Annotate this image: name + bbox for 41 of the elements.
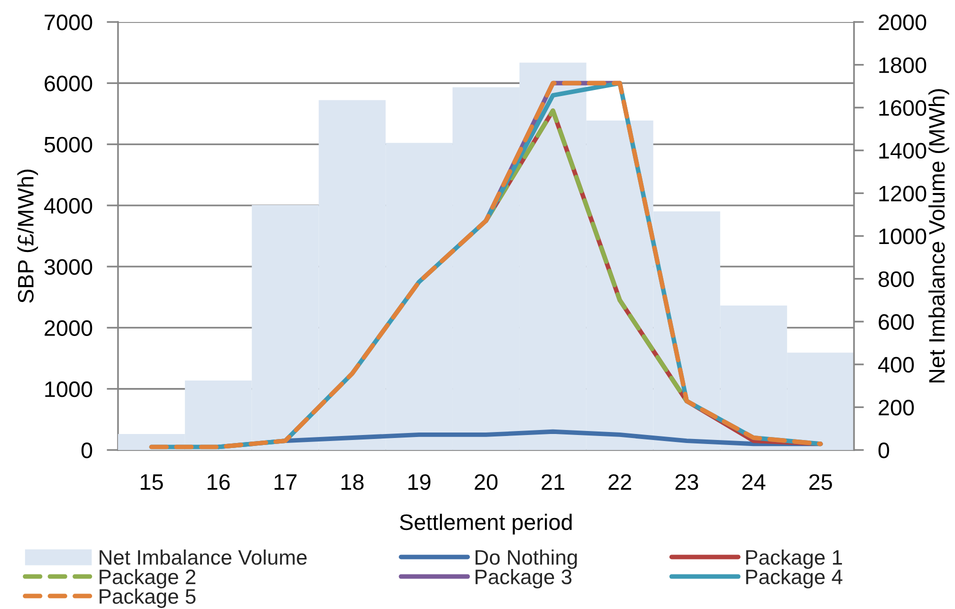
y2-tick-label: 600 xyxy=(878,314,914,330)
y2-tick-label: 2000 xyxy=(878,14,926,30)
y-tick-label: 7000 xyxy=(44,14,92,30)
x-tick-label: 20 xyxy=(474,474,498,490)
y2-tick-label: 1000 xyxy=(879,228,926,244)
y2-tick-label: 1800 xyxy=(879,57,926,74)
y-axis-title: SBP (£/MWh) xyxy=(17,170,38,303)
x-tick-label: 23 xyxy=(675,474,698,490)
y2-tick-label: 0 xyxy=(878,442,890,458)
y-tick-label: 1000 xyxy=(45,381,92,398)
y2-tick-label: 400 xyxy=(878,356,914,373)
line-series xyxy=(149,80,823,450)
y2-tick-label: 1400 xyxy=(879,142,926,159)
x-tick-label: 21 xyxy=(542,474,564,490)
y-tick-label: 4000 xyxy=(44,198,92,214)
y2-tick-label: 200 xyxy=(878,400,914,416)
x-tick-label: 19 xyxy=(408,474,430,490)
x-tick-label: 18 xyxy=(342,474,364,490)
legend-label: Do Nothing xyxy=(476,549,577,569)
x-axis-title: Settlement period xyxy=(400,514,572,534)
legend-label: Package 5 xyxy=(100,588,196,608)
legend-label: Package 1 xyxy=(746,549,842,569)
x-tick-label: 17 xyxy=(274,474,297,490)
legend-label: Package 2 xyxy=(100,569,196,588)
y-tick-label: 5000 xyxy=(44,136,92,153)
legend-label: Package 3 xyxy=(476,569,572,588)
legend-label: Package 4 xyxy=(746,569,842,588)
y-tick-label: 3000 xyxy=(44,259,92,275)
y2-axis-title: Net Imbalance Volume (MWh) xyxy=(928,89,950,382)
x-tick-label: 15 xyxy=(140,474,163,490)
x-tick-label: 16 xyxy=(208,474,230,490)
y-tick-label: 0 xyxy=(82,442,92,458)
y-tick-label: 2000 xyxy=(44,320,92,336)
y-tick-label: 6000 xyxy=(44,76,92,92)
y2-tick-label: 1200 xyxy=(879,186,926,202)
y2-tick-label: 1600 xyxy=(879,100,926,116)
legend-label: Net Imbalance Volume xyxy=(100,549,307,565)
y2-tick-label: 800 xyxy=(878,271,914,288)
x-tick-label: 24 xyxy=(742,474,766,490)
x-tick-label: 25 xyxy=(809,474,832,490)
x-tick-label: 22 xyxy=(608,474,632,490)
